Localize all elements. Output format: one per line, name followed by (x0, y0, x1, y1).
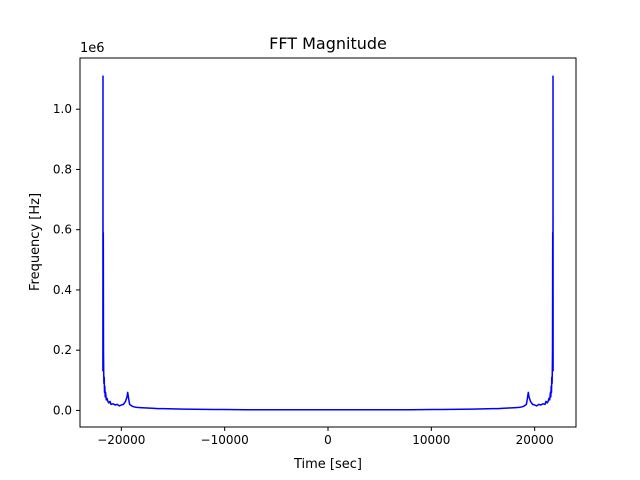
y-tick-label: 0.8 (53, 162, 72, 176)
series-layer (102, 75, 554, 411)
y-tick-label: 0.4 (53, 283, 72, 297)
y-tick-label: 0.0 (53, 403, 72, 417)
y-tick-label: 0.6 (53, 223, 72, 237)
axes-frame (79, 57, 577, 428)
y-tick-label: 0.2 (53, 343, 72, 357)
y-tick-label: 1.0 (53, 102, 72, 116)
x-tick-label: 20000 (516, 433, 554, 447)
y-axis-offset-label: 1e6 (80, 41, 105, 56)
y-axis-label: Frequency [Hz] (28, 193, 43, 291)
x-tick-label: 0 (324, 433, 332, 447)
chart-title: FFT Magnitude (269, 34, 387, 53)
x-tick-label: −20000 (97, 433, 145, 447)
x-tick-label: −10000 (201, 433, 249, 447)
series-line (102, 75, 554, 411)
ticks-layer: −20000 −10000 0 10000 20000 0.0 0.2 0.4 0.6 0.8 1.… (53, 102, 554, 447)
x-axis-label: Time [sec] (293, 457, 362, 472)
x-tick-label: 10000 (412, 433, 450, 447)
